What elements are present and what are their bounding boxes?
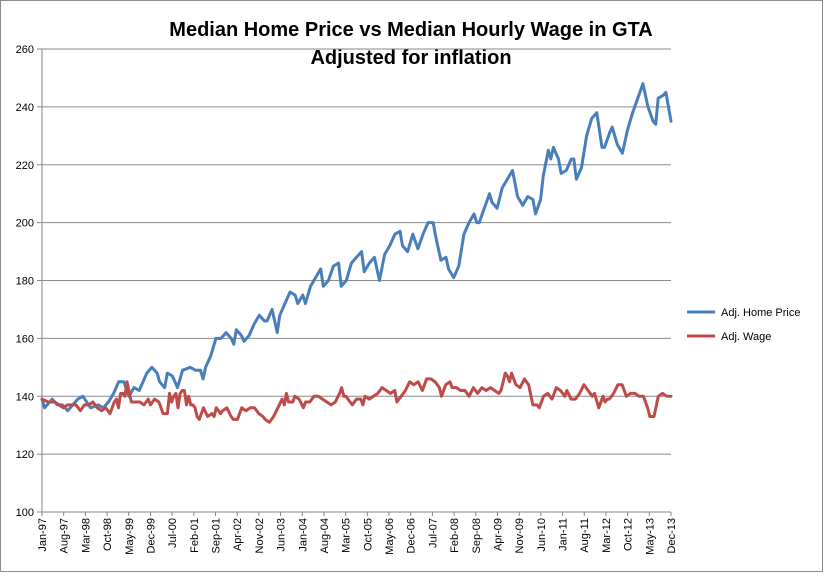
y-tick-label: 220 [16, 160, 34, 172]
x-tick-label: Jan-97 [37, 518, 49, 552]
x-tick-label: May-13 [644, 518, 656, 555]
legend-label: Adj. Home Price [721, 307, 800, 319]
x-tick-label: Jul-00 [167, 518, 179, 548]
x-tick-label: Jan-11 [558, 518, 570, 551]
series-line-home-price [40, 82, 673, 413]
gridlines [42, 48, 671, 455]
y-tick-label: 260 [16, 44, 34, 56]
legend-label: Adj. Wage [721, 331, 771, 343]
x-tick-label: Aug-11 [579, 518, 591, 553]
y-tick-label: 200 [16, 218, 34, 230]
x-tick-label: May-99 [124, 518, 136, 555]
x-tick-label: Oct-98 [102, 518, 114, 551]
series-lines [40, 82, 673, 424]
x-tick-label: Dec-99 [145, 518, 157, 553]
x-axis: Jan-97 Aug-97 Mar-98 Oct-98 May-99 Dec-99 Jul-… [37, 511, 678, 555]
x-tick-label: Nov-02 [254, 518, 266, 553]
y-tick-label: 180 [16, 276, 34, 288]
x-tick-label: Jul-07 [427, 518, 439, 548]
x-tick-label: Feb-08 [449, 518, 461, 553]
x-tick-label: Jun-03 [276, 518, 288, 552]
x-tick-label: Jan-04 [297, 518, 309, 552]
series-line-wage [40, 371, 673, 424]
chart-title: Median Home Price vs Median Hourly Wage … [169, 19, 652, 41]
chart-subtitle: Adjusted for inflation [310, 47, 511, 69]
y-tick-label: 160 [16, 333, 34, 345]
x-tick-label: Jun-10 [536, 518, 548, 552]
x-tick-label: Sep-08 [471, 518, 483, 553]
y-tick-label: 140 [16, 391, 34, 403]
x-tick-label: Mar-12 [601, 518, 613, 553]
chart-legend: Adj. Home Price Adj. Wage [687, 307, 800, 343]
y-tick-label: 120 [16, 449, 34, 461]
y-tick-label: 240 [16, 102, 34, 114]
x-tick-label: Mar-05 [341, 518, 353, 553]
x-tick-label: Oct-05 [362, 518, 374, 551]
x-tick-label: Mar-98 [80, 518, 92, 553]
y-axis: 100 120 140 160 180 200 220 240 260 [16, 44, 43, 519]
x-tick-label: Oct-12 [623, 518, 635, 551]
x-tick-label: Sep-01 [211, 518, 223, 553]
x-tick-label: Apr-09 [492, 518, 504, 551]
x-tick-label: Aug-04 [319, 518, 331, 553]
x-tick-label: Nov-09 [514, 518, 526, 553]
x-tick-label: Dec-13 [666, 518, 678, 553]
x-tick-label: Apr-02 [232, 518, 244, 551]
x-tick-label: Aug-97 [59, 518, 71, 553]
y-tick-label: 100 [16, 507, 34, 519]
x-tick-label: Feb-01 [189, 518, 201, 553]
x-tick-label: Dec-06 [406, 518, 418, 553]
x-tick-label: May-06 [384, 518, 396, 555]
